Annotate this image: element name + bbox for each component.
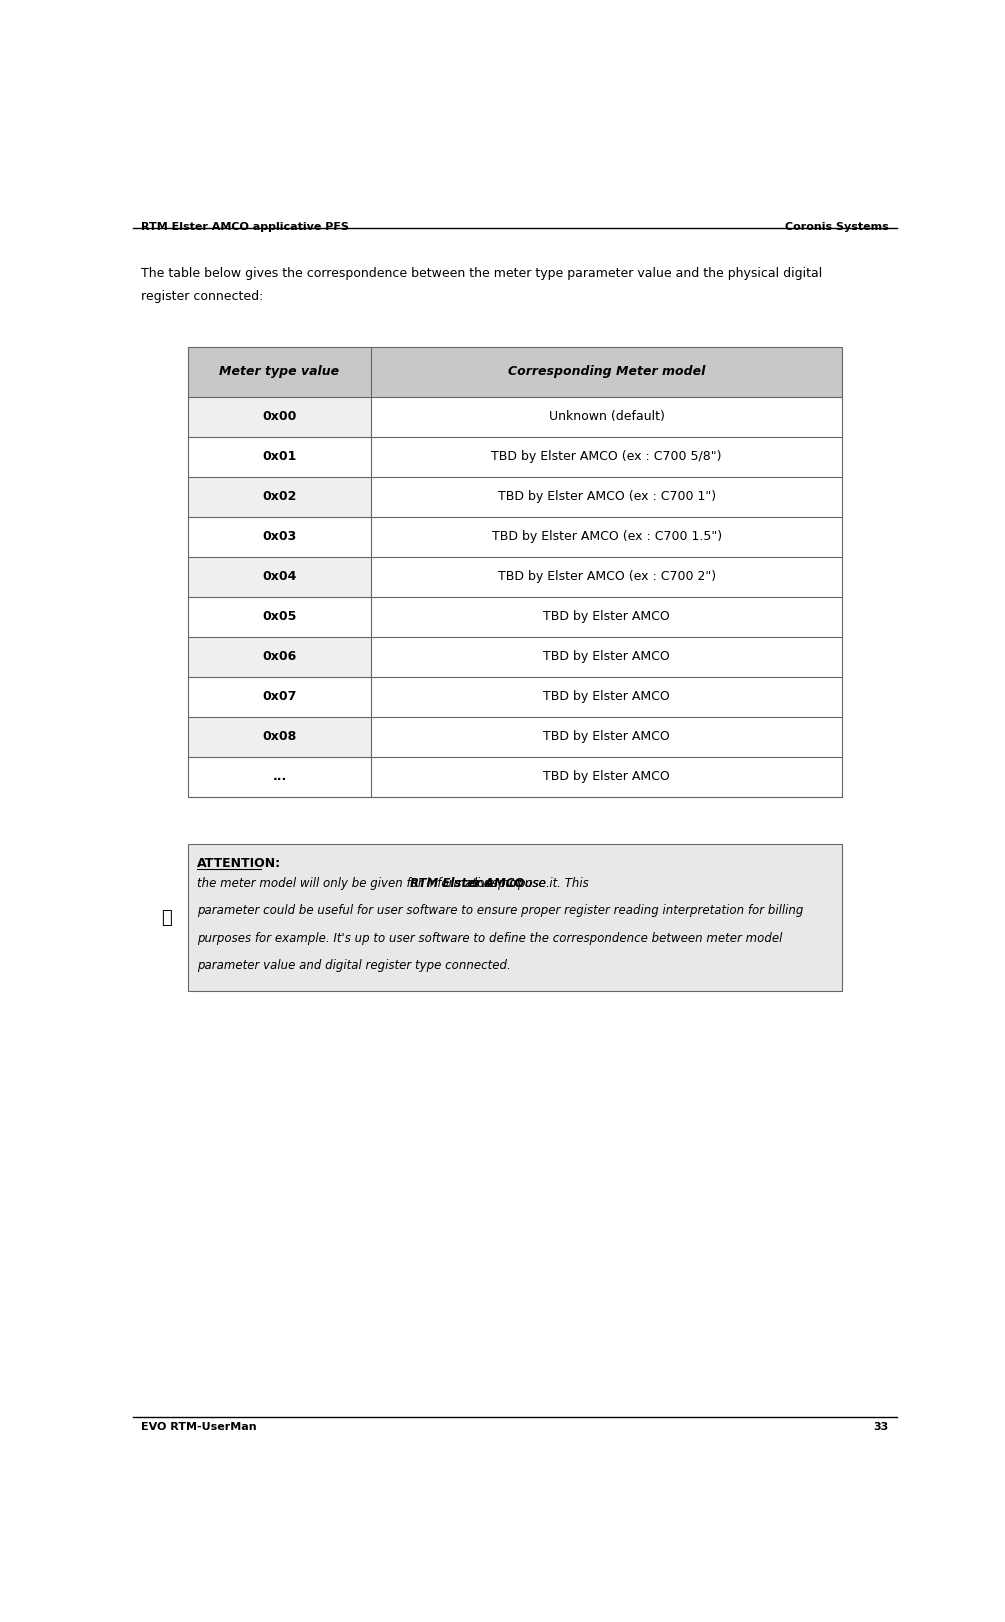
Text: 0x08: 0x08: [262, 730, 296, 743]
Bar: [371, 637, 842, 676]
Bar: [371, 477, 842, 517]
Bar: [371, 676, 842, 717]
Bar: [188, 556, 371, 597]
Text: TBD by Elster AMCO: TBD by Elster AMCO: [544, 691, 670, 704]
Bar: [188, 597, 371, 637]
Text: TBD by Elster AMCO: TBD by Elster AMCO: [544, 770, 670, 783]
Bar: [371, 717, 842, 757]
Text: 0x06: 0x06: [262, 650, 296, 663]
Text: RTM Elster AMCO applicative PFS: RTM Elster AMCO applicative PFS: [141, 222, 349, 232]
Bar: [371, 556, 842, 597]
Bar: [371, 517, 842, 556]
Bar: [371, 757, 842, 796]
Text: 0x01: 0x01: [262, 451, 296, 464]
Text: The table below gives the correspondence between the meter type parameter value : The table below gives the correspondence…: [141, 268, 822, 281]
Text: 33: 33: [873, 1422, 889, 1432]
Bar: [188, 347, 842, 796]
Text: TBD by Elster AMCO: TBD by Elster AMCO: [544, 730, 670, 743]
Text: 0x00: 0x00: [262, 410, 296, 423]
Text: Unknown (default): Unknown (default): [549, 410, 664, 423]
Bar: [188, 477, 371, 517]
Text: parameter value and digital register type connected.: parameter value and digital register typ…: [197, 959, 511, 972]
Text: 0x05: 0x05: [262, 610, 296, 623]
Text: RTM Elster AMCO: RTM Elster AMCO: [410, 876, 525, 889]
Text: 0x04: 0x04: [262, 571, 296, 584]
Text: TBD by Elster AMCO: TBD by Elster AMCO: [544, 650, 670, 663]
Bar: [188, 397, 371, 436]
Text: 0x03: 0x03: [262, 530, 296, 543]
Text: TBD by Elster AMCO (ex : C700 5/8"): TBD by Elster AMCO (ex : C700 5/8"): [491, 451, 722, 464]
Text: 0x02: 0x02: [262, 490, 296, 503]
Text: purposes for example. It's up to user software to define the correspondence betw: purposes for example. It's up to user so…: [197, 931, 783, 944]
Text: Meter type value: Meter type value: [219, 365, 340, 378]
Text: register connected:: register connected:: [141, 290, 263, 303]
Text: TBD by Elster AMCO: TBD by Elster AMCO: [544, 610, 670, 623]
Text: 0x07: 0x07: [262, 691, 296, 704]
Bar: [188, 637, 371, 676]
Text: Corresponding Meter model: Corresponding Meter model: [508, 365, 706, 378]
Text: Coronis Systems: Coronis Systems: [785, 222, 889, 232]
Bar: [188, 347, 371, 397]
Text: TBD by Elster AMCO (ex : C700 1"): TBD by Elster AMCO (ex : C700 1"): [497, 490, 716, 503]
Bar: [371, 597, 842, 637]
Bar: [371, 347, 842, 397]
Bar: [188, 676, 371, 717]
Text: TBD by Elster AMCO (ex : C700 2"): TBD by Elster AMCO (ex : C700 2"): [497, 571, 716, 584]
Text: EVO RTM-UserMan: EVO RTM-UserMan: [141, 1422, 257, 1432]
Text: ATTENTION:: ATTENTION:: [197, 856, 281, 869]
Bar: [188, 757, 371, 796]
Text: 💡: 💡: [161, 908, 172, 926]
Bar: [371, 436, 842, 477]
Text: the meter model will only be given for informative purpose.: the meter model will only be given for i…: [197, 876, 554, 889]
Bar: [188, 517, 371, 556]
Text: ...: ...: [272, 770, 286, 783]
Text: TBD by Elster AMCO (ex : C700 1.5"): TBD by Elster AMCO (ex : C700 1.5"): [491, 530, 722, 543]
Bar: [188, 436, 371, 477]
Bar: [371, 397, 842, 436]
Bar: [188, 843, 842, 991]
Text: parameter could be useful for user software to ensure proper register reading in: parameter could be useful for user softw…: [197, 903, 804, 916]
Bar: [188, 717, 371, 757]
Text: does not use it. This: does not use it. This: [465, 876, 589, 889]
